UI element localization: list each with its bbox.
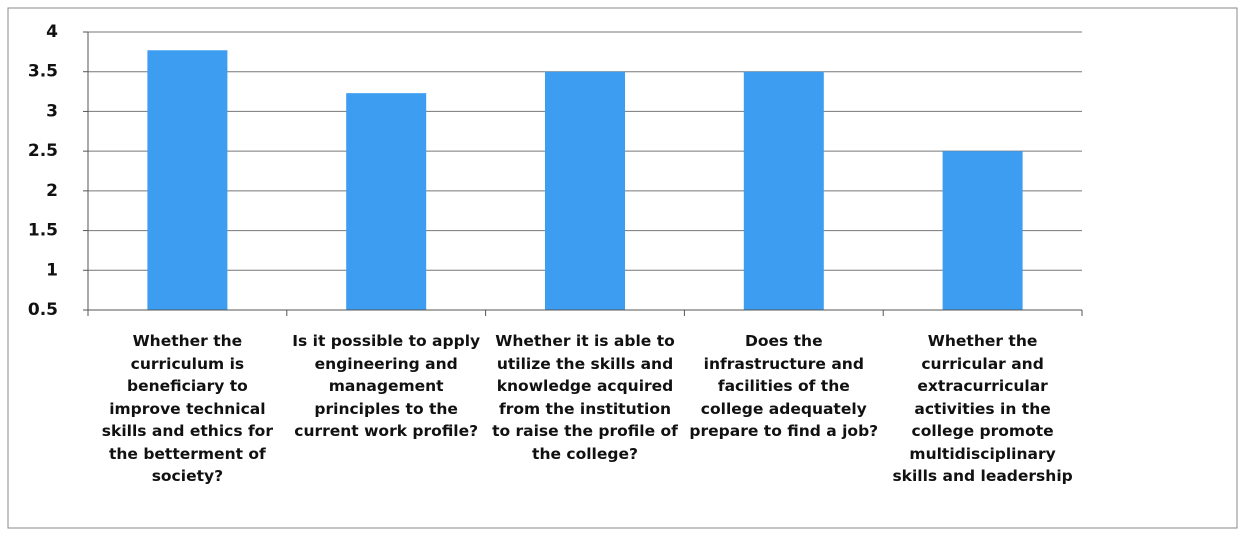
x-tick-label: Whether the curriculum is beneficiary to… bbox=[101, 332, 273, 485]
y-tick-label: 2.5 bbox=[28, 141, 58, 161]
x-tick-label: Whether the curricular and extracurricul… bbox=[892, 332, 1073, 485]
y-tick-label: 0.5 bbox=[28, 300, 58, 320]
bar bbox=[942, 151, 1023, 310]
bar bbox=[545, 71, 625, 310]
y-tick-label: 4 bbox=[46, 22, 58, 42]
y-tick-label: 3 bbox=[46, 101, 58, 121]
bar bbox=[743, 71, 824, 310]
x-tick-label: Is it possible to apply engineering and … bbox=[292, 332, 481, 440]
y-tick-label: 1 bbox=[46, 260, 58, 280]
y-tick-label: 2 bbox=[46, 181, 58, 201]
y-tick-label: 1.5 bbox=[28, 221, 58, 241]
x-tick-label: Does the infrastructure and facilities o… bbox=[689, 332, 879, 440]
x-tick-label: Whether it is able to utilize the skills… bbox=[492, 332, 678, 463]
chart-frame bbox=[7, 7, 1238, 529]
bar bbox=[346, 93, 427, 310]
bar bbox=[147, 50, 228, 311]
y-tick-label: 3.5 bbox=[28, 62, 58, 82]
